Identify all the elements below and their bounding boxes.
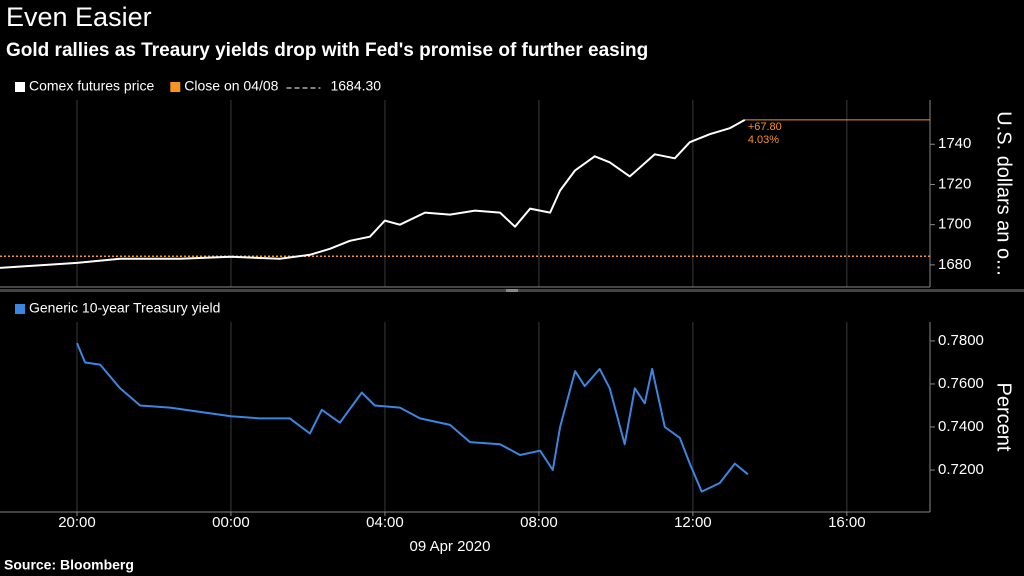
- x-tick-label: 16:00: [828, 514, 866, 531]
- y-tick-label: 1680: [938, 256, 971, 273]
- x-tick-label: 12:00: [674, 514, 712, 531]
- legend-value: 1684.30: [330, 78, 381, 94]
- change-label: +67.80: [748, 121, 782, 133]
- y-tick-label: 1700: [938, 216, 971, 233]
- y-tick-label: 0.7800: [938, 332, 984, 349]
- y-tick-label: 1740: [938, 135, 971, 152]
- legend-swatch: [170, 82, 181, 92]
- x-tick-label: 04:00: [366, 514, 404, 531]
- chart-subtitle: Gold rallies as Treaury yields drop with…: [6, 40, 648, 61]
- y-tick-label: 0.7600: [938, 375, 984, 392]
- legend-label: Close on 04/08: [184, 78, 278, 94]
- legend-label: Generic 10-year Treasury yield: [29, 300, 220, 316]
- y-tick-label: 0.7200: [938, 461, 984, 478]
- change-pct-label: 4.03%: [748, 134, 779, 146]
- source: Source: Bloomberg: [4, 557, 134, 573]
- x-tick-label: 00:00: [212, 514, 250, 531]
- series-line: [0, 119, 746, 269]
- x-tick-label: 20:00: [58, 514, 96, 531]
- y-tick-label: 1720: [938, 175, 971, 192]
- y-axis-label: Percent: [993, 383, 1015, 452]
- series-line: [76, 342, 749, 493]
- divider-handle: [506, 289, 518, 292]
- x-axis-label: 09 Apr 2020: [410, 538, 491, 555]
- y-tick-label: 0.7400: [938, 418, 984, 435]
- legend-label: Comex futures price: [29, 78, 154, 94]
- y-axis-label: U.S. dollars an o...: [993, 111, 1015, 276]
- x-tick-label: 08:00: [520, 514, 558, 531]
- chart-title: Even Easier: [6, 2, 152, 32]
- legend-swatch: [15, 304, 25, 314]
- legend-swatch: [15, 82, 25, 92]
